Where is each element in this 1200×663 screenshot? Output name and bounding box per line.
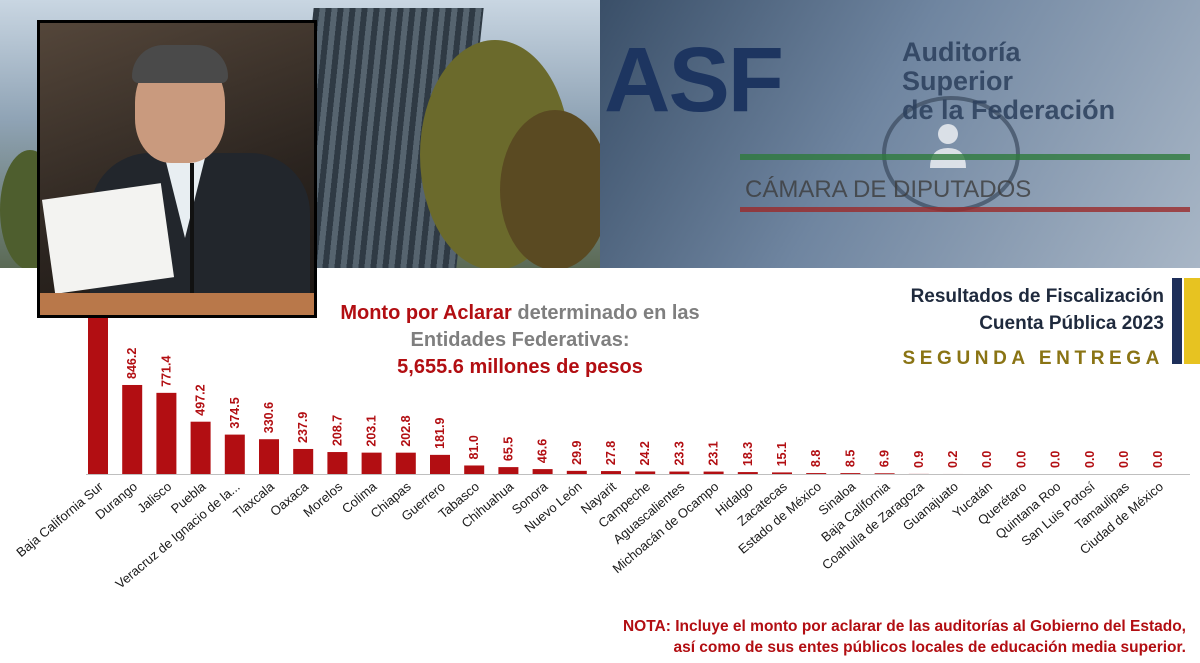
data-label: 15.1: [775, 442, 789, 466]
speaker-portrait: [37, 20, 317, 318]
bar: [156, 392, 177, 474]
data-label: 65.5: [501, 437, 515, 461]
data-label: 237.9: [296, 412, 310, 443]
data-label: 0.0: [1049, 451, 1063, 468]
asf-red-band: [740, 207, 1190, 212]
report-delivery: SEGUNDA ENTREGA: [902, 348, 1164, 369]
data-label: 497.2: [194, 384, 208, 415]
data-label: 0.2: [946, 451, 960, 468]
bar: [498, 467, 519, 474]
report-box: Resultados de Fiscalización Cuenta Públi…: [903, 283, 1164, 375]
data-label: 6.9: [878, 450, 892, 467]
bar: [361, 452, 382, 474]
footnote-line: NOTA: Incluye el monto por aclarar de la…: [622, 618, 1186, 635]
asf-subtitle: CÁMARA DE DIPUTADOS: [745, 176, 1032, 203]
data-label: 846.2: [125, 348, 139, 379]
asf-green-band: [740, 154, 1190, 160]
asf-name-line: Auditoría: [902, 37, 1021, 67]
category-label: Baja California Sur: [13, 478, 106, 560]
flag-strip: [1172, 278, 1200, 364]
data-label: 29.9: [570, 440, 584, 464]
bar: [840, 473, 861, 474]
bar: [395, 452, 416, 474]
asf-logo: ASF: [604, 29, 784, 131]
bar: [772, 472, 792, 474]
data-label: 330.6: [262, 402, 276, 433]
data-label: 24.2: [638, 441, 652, 465]
data-label: 0.0: [980, 451, 994, 468]
category-label: Morelos: [300, 478, 345, 520]
asf-name: Auditoría Superior de la Federación: [902, 38, 1115, 125]
asf-name-line: Superior: [902, 66, 1014, 96]
title-rest: determinado en las: [511, 302, 700, 324]
bar: [259, 439, 279, 474]
data-label: 0.0: [1151, 451, 1165, 468]
data-label: 0.9: [912, 451, 926, 468]
data-label: 81.0: [467, 435, 481, 459]
data-label: 8.5: [843, 450, 857, 467]
bar: [190, 421, 211, 474]
bar: [806, 473, 827, 474]
data-label: 0.0: [1083, 451, 1097, 468]
data-label: 18.3: [741, 442, 755, 466]
footnote-line: así como de sus entes públicos locales d…: [673, 639, 1186, 656]
bar: [327, 452, 348, 474]
title-line-2: Entidades Federativas:: [410, 329, 630, 351]
category-label: Jalisco: [134, 479, 174, 516]
data-label: 181.9: [433, 418, 447, 449]
report-year: Cuenta Pública 2023: [979, 313, 1164, 334]
bar: [224, 434, 245, 474]
bar: [635, 471, 656, 474]
bar: [122, 384, 143, 474]
asf-name-line: de la Federación: [902, 95, 1116, 125]
title-accent: Monto por Aclarar: [340, 302, 512, 324]
data-label: 46.6: [536, 439, 550, 463]
chart-title: Monto por Aclarar determinado en las Ent…: [300, 300, 740, 381]
data-label: 8.8: [809, 450, 823, 467]
bar: [874, 473, 895, 474]
bar: [88, 318, 108, 474]
bar: [293, 448, 314, 474]
data-label: 0.0: [1014, 451, 1028, 468]
data-label: 23.1: [707, 441, 721, 465]
data-label: 203.1: [365, 415, 379, 446]
data-label: 771.4: [159, 356, 173, 387]
bar: [464, 465, 485, 474]
footnote: NOTA: Incluye el monto por aclarar de la…: [623, 616, 1186, 658]
bar: [737, 472, 758, 474]
data-label: 27.8: [604, 441, 618, 465]
bar: [601, 471, 621, 474]
data-label: 374.5: [228, 397, 242, 428]
data-label: 0.0: [1117, 451, 1131, 468]
data-label: 23.3: [672, 441, 686, 465]
report-title: Resultados de Fiscalización: [910, 286, 1164, 307]
bar: [430, 454, 450, 474]
data-label: 202.8: [399, 415, 413, 446]
bar: [532, 469, 553, 474]
bar: [703, 471, 724, 474]
data-label: 208.7: [330, 415, 344, 446]
title-total: 5,655.6 millones de pesos: [397, 356, 643, 378]
bar: [669, 471, 690, 474]
bar: [566, 470, 587, 474]
